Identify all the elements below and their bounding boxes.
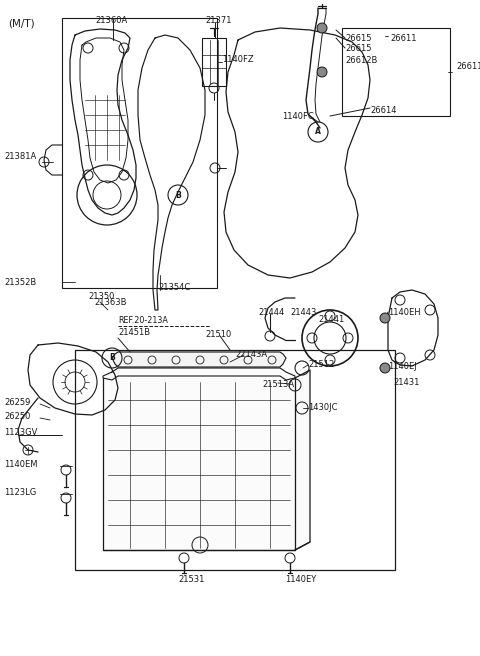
Text: B: B <box>175 190 181 199</box>
Bar <box>202 38 226 86</box>
Text: 1123LG: 1123LG <box>4 488 36 497</box>
Text: 21352B: 21352B <box>4 278 36 287</box>
Circle shape <box>380 313 390 323</box>
Text: 21371: 21371 <box>205 16 231 25</box>
Text: 26250: 26250 <box>4 412 30 421</box>
Text: 1140EJ: 1140EJ <box>388 362 417 371</box>
Circle shape <box>317 67 327 77</box>
Circle shape <box>317 23 327 33</box>
Text: 21443: 21443 <box>290 308 316 317</box>
Bar <box>75 350 395 570</box>
Text: 22143A: 22143A <box>235 350 267 359</box>
Text: 1140FZ: 1140FZ <box>222 55 253 64</box>
Text: 26612B: 26612B <box>345 56 377 65</box>
Text: 21350: 21350 <box>88 292 114 301</box>
Text: 21512: 21512 <box>308 360 334 369</box>
Text: 21444: 21444 <box>258 308 284 317</box>
Circle shape <box>380 363 390 373</box>
Text: 1140EH: 1140EH <box>388 308 420 317</box>
Text: 1140FC: 1140FC <box>282 112 314 121</box>
Text: A: A <box>315 127 321 136</box>
Text: 1140EM: 1140EM <box>4 460 37 469</box>
Text: 21451B: 21451B <box>118 328 150 337</box>
Text: 26614: 26614 <box>370 106 396 115</box>
Text: 21510: 21510 <box>205 330 231 339</box>
Text: 21531: 21531 <box>178 575 204 584</box>
Text: (M/T): (M/T) <box>8 18 35 28</box>
Bar <box>62 18 217 288</box>
Polygon shape <box>295 370 310 550</box>
Polygon shape <box>112 352 286 367</box>
Text: 26611A: 26611A <box>456 62 480 71</box>
Text: 21363B: 21363B <box>94 298 127 307</box>
Text: B: B <box>109 354 115 363</box>
Text: 26615: 26615 <box>345 34 372 43</box>
Text: 21431: 21431 <box>393 378 420 387</box>
Text: 26615: 26615 <box>345 44 372 53</box>
Polygon shape <box>103 378 295 550</box>
Text: 26259: 26259 <box>4 398 30 407</box>
Text: 21513A: 21513A <box>262 380 294 389</box>
Text: REF.20-213A: REF.20-213A <box>118 316 168 325</box>
Bar <box>342 28 450 116</box>
Text: 26611: 26611 <box>390 34 417 43</box>
Text: 21354C: 21354C <box>158 283 190 292</box>
Text: 21360A: 21360A <box>95 16 127 25</box>
Text: 1140EY: 1140EY <box>285 575 316 584</box>
Polygon shape <box>103 368 295 380</box>
Text: 21441: 21441 <box>318 315 344 324</box>
Text: 1123GV: 1123GV <box>4 428 37 437</box>
Text: 1430JC: 1430JC <box>308 403 337 412</box>
Text: 21381A: 21381A <box>4 152 36 161</box>
